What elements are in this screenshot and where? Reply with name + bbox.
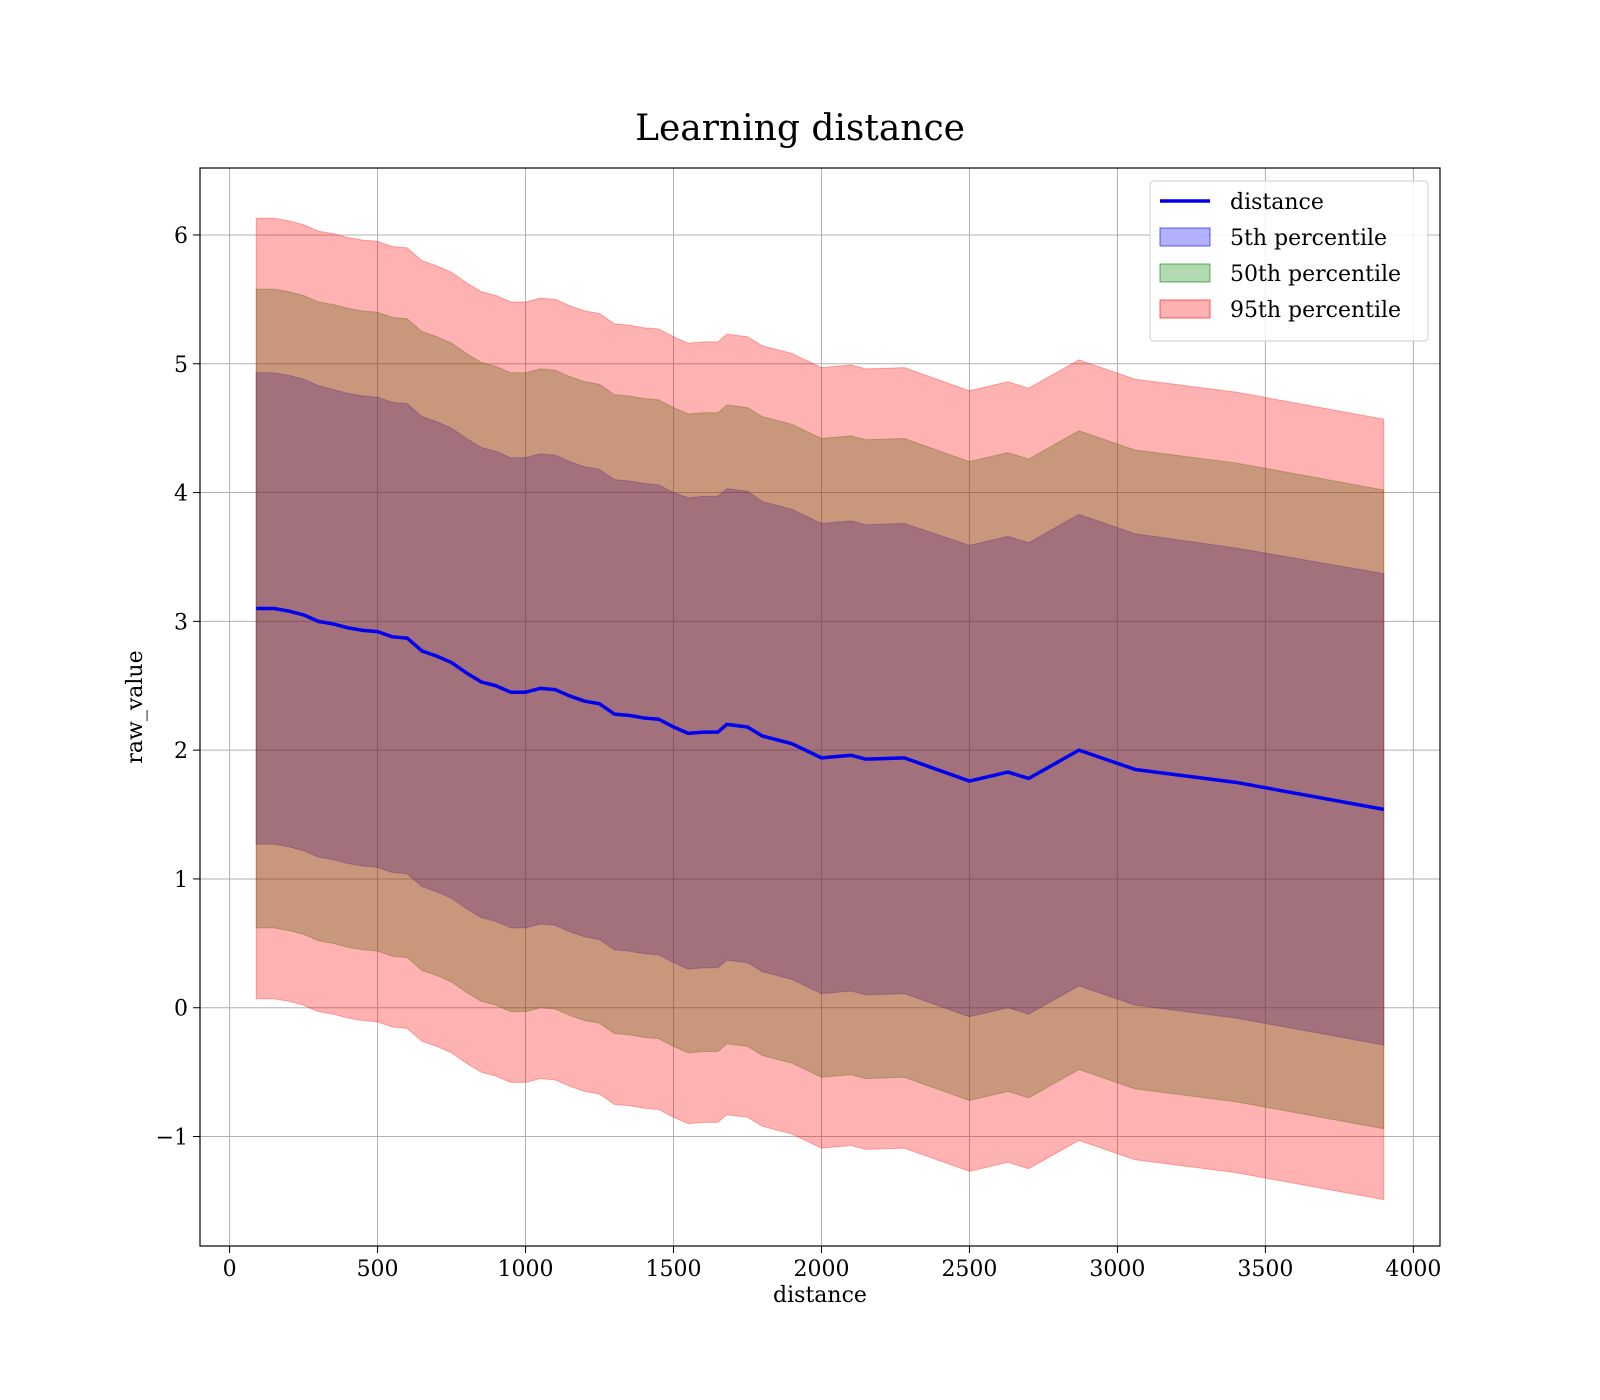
legend: distance 5th percentile 50th percentile 95t… — [1149, 180, 1429, 342]
plot-area-frame — [199, 167, 1441, 1247]
y-axis-label: raw_value — [123, 650, 148, 763]
legend-swatch-50th-percentile — [1159, 263, 1211, 283]
y-tick-label: 0 — [174, 997, 188, 1022]
x-tick-label: 2000 — [793, 1257, 849, 1282]
x-tick-label: 4000 — [1385, 1257, 1441, 1282]
legend-box — [1149, 180, 1429, 342]
legend-swatch-95th-percentile — [1159, 299, 1211, 319]
band-95th-percentile — [255, 217, 1385, 1201]
series-lines — [256, 606, 1385, 812]
axis-ticks: 0 500 1000 1500 2000 2500 3000 3500 4000 −1 0 1 2 3 4 5… — [156, 224, 1442, 1282]
y-tick-label: −1 — [156, 1126, 188, 1151]
chart-title: Learning distance — [635, 108, 965, 149]
legend-label-distance: distance — [1230, 190, 1324, 215]
legend-swatch-5th-percentile — [1159, 227, 1211, 247]
legend-label-5th-percentile: 5th percentile — [1230, 226, 1387, 251]
x-tick-label: 2500 — [941, 1257, 997, 1282]
y-tick-label: 3 — [174, 610, 188, 635]
y-tick-label: 1 — [174, 868, 188, 893]
y-tick-label: 5 — [174, 353, 188, 378]
x-tick-label: 3500 — [1237, 1257, 1293, 1282]
x-tick-label: 1500 — [646, 1257, 702, 1282]
legend-label-50th-percentile: 50th percentile — [1230, 262, 1401, 287]
grid — [200, 168, 1440, 1246]
y-tick-label: 6 — [174, 224, 188, 249]
band-5th-percentile — [255, 372, 1385, 1046]
x-tick-label: 500 — [357, 1257, 399, 1282]
x-tick-label: 3000 — [1089, 1257, 1145, 1282]
y-tick-label: 2 — [174, 739, 188, 764]
x-axis-label: distance — [773, 1283, 867, 1308]
line-distance — [256, 606, 1385, 812]
x-tick-label: 1000 — [498, 1257, 554, 1282]
percentile-bands — [255, 217, 1385, 1201]
band-50th-percentile — [255, 288, 1385, 1130]
y-tick-label: 4 — [174, 482, 188, 507]
legend-label-95th-percentile: 95th percentile — [1230, 298, 1401, 323]
x-tick-label: 0 — [223, 1257, 237, 1282]
